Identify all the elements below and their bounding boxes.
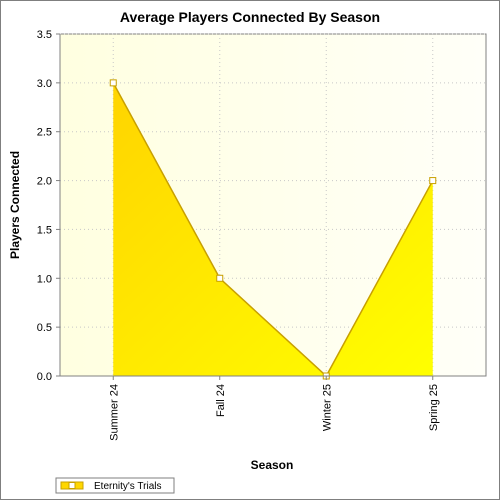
y-tick-label: 2.0 — [37, 176, 52, 188]
y-tick-label: 2.5 — [37, 127, 52, 139]
series-line — [112, 82, 434, 378]
data-point — [109, 79, 117, 87]
y-tick-label: 1.5 — [37, 224, 52, 236]
y-tick-label: 0.0 — [37, 371, 52, 383]
x-axis-label: Season — [251, 458, 294, 472]
legend-entry: Eternity's Trials — [94, 481, 161, 492]
x-tick-label: Winter 25 — [321, 384, 333, 431]
x-tick-label: Summer 24 — [108, 384, 120, 441]
series-area — [113, 82, 433, 376]
y-tick-label: 1.0 — [37, 273, 52, 285]
x-tick-labels: Summer 24 Fall 24 Winter 25 Spring 25 — [108, 384, 440, 441]
legend-marker — [68, 482, 76, 489]
y-tick-label: 0.5 — [37, 322, 52, 334]
y-tick-label: 3.5 — [37, 29, 52, 41]
data-point — [216, 274, 224, 282]
x-tick-label: Spring 25 — [428, 384, 440, 431]
legend-box — [55, 477, 175, 494]
legend: Eternity's Trials — [55, 477, 175, 494]
x-tick-label: Fall 24 — [215, 384, 227, 417]
y-tick-labels: 0.0 0.5 1.0 1.5 2.0 2.5 3.0 3.5 — [37, 29, 52, 383]
axes — [56, 33, 486, 380]
data-point — [429, 177, 437, 185]
y-axis-label: Players Connected — [8, 151, 22, 259]
chart-title: Average Players Connected By Season — [120, 9, 380, 25]
y-tick-label: 3.0 — [37, 78, 52, 90]
